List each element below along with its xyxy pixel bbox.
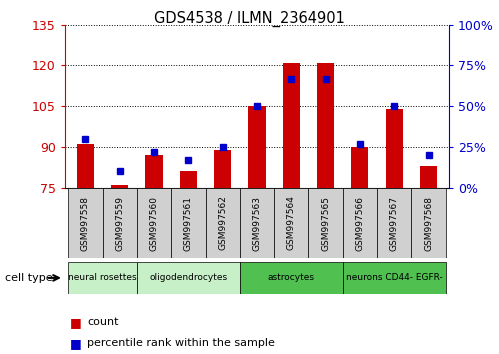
Text: count: count xyxy=(87,317,119,327)
Text: GSM997562: GSM997562 xyxy=(218,195,227,251)
Bar xyxy=(146,155,163,188)
Text: astrocytes: astrocytes xyxy=(268,273,315,282)
Text: GSM997561: GSM997561 xyxy=(184,195,193,251)
Bar xyxy=(249,106,265,188)
Bar xyxy=(386,109,403,188)
Bar xyxy=(77,144,94,188)
Bar xyxy=(317,63,334,188)
FancyBboxPatch shape xyxy=(377,188,411,258)
Bar xyxy=(240,262,343,294)
Bar xyxy=(68,262,137,294)
Text: neural rosettes: neural rosettes xyxy=(68,273,137,282)
Text: GSM997563: GSM997563 xyxy=(252,195,261,251)
FancyBboxPatch shape xyxy=(308,188,343,258)
FancyBboxPatch shape xyxy=(171,188,206,258)
Bar xyxy=(214,150,231,188)
FancyBboxPatch shape xyxy=(68,188,103,258)
Bar xyxy=(343,262,446,294)
Text: GSM997566: GSM997566 xyxy=(355,195,364,251)
Text: ■: ■ xyxy=(70,337,82,350)
Text: GSM997565: GSM997565 xyxy=(321,195,330,251)
Text: percentile rank within the sample: percentile rank within the sample xyxy=(87,338,275,348)
Text: cell type: cell type xyxy=(5,273,52,283)
Text: GSM997559: GSM997559 xyxy=(115,195,124,251)
Bar xyxy=(283,63,300,188)
Text: GSM997564: GSM997564 xyxy=(287,195,296,251)
Bar xyxy=(180,171,197,188)
FancyBboxPatch shape xyxy=(411,188,446,258)
Text: GSM997568: GSM997568 xyxy=(424,195,433,251)
FancyBboxPatch shape xyxy=(206,188,240,258)
FancyBboxPatch shape xyxy=(274,188,308,258)
Text: GSM997567: GSM997567 xyxy=(390,195,399,251)
FancyBboxPatch shape xyxy=(343,188,377,258)
Text: neurons CD44- EGFR-: neurons CD44- EGFR- xyxy=(346,273,443,282)
FancyBboxPatch shape xyxy=(240,188,274,258)
Text: oligodendrocytes: oligodendrocytes xyxy=(149,273,228,282)
Text: ■: ■ xyxy=(70,316,82,329)
Bar xyxy=(137,262,240,294)
Text: GDS4538 / ILMN_2364901: GDS4538 / ILMN_2364901 xyxy=(154,11,345,27)
Bar xyxy=(111,185,128,188)
Text: GSM997558: GSM997558 xyxy=(81,195,90,251)
FancyBboxPatch shape xyxy=(103,188,137,258)
FancyBboxPatch shape xyxy=(137,188,171,258)
Bar xyxy=(351,147,368,188)
Bar xyxy=(420,166,437,188)
Text: GSM997560: GSM997560 xyxy=(150,195,159,251)
